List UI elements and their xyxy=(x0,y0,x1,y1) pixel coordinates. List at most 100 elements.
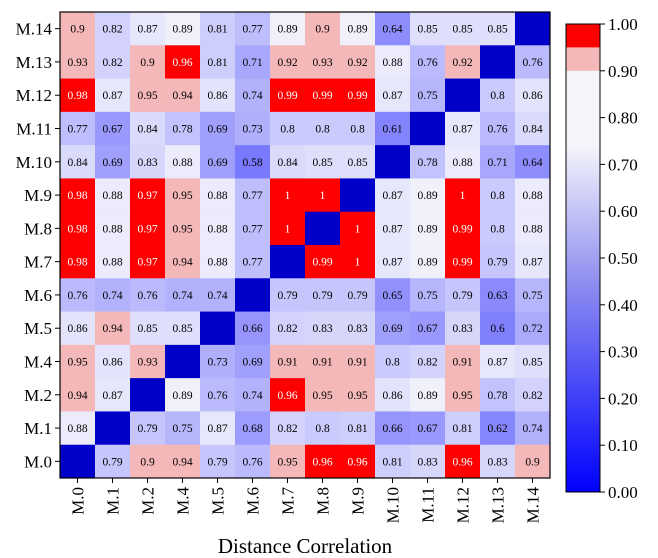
heatmap-cell xyxy=(480,444,516,479)
y-tick-label: M.12 xyxy=(16,86,52,105)
heatmap-cell xyxy=(60,78,96,113)
heatmap-cell xyxy=(480,278,516,312)
heatmap-cell xyxy=(270,411,306,446)
cell-value-label: 0.82 xyxy=(102,24,122,36)
cell-value-label: 0.87 xyxy=(382,257,402,269)
cell-value-label: 0.99 xyxy=(312,90,332,102)
heatmap-cell xyxy=(445,411,481,446)
x-tick-label: M.6 xyxy=(244,487,263,515)
cell-value-label: 0.79 xyxy=(207,456,227,468)
cell-value-label: 0.88 xyxy=(522,223,542,235)
heatmap-cell xyxy=(375,245,411,279)
heatmap-cell xyxy=(305,211,341,246)
heatmap-cell xyxy=(445,245,481,279)
heatmap-cell xyxy=(130,178,166,213)
heatmap-cell xyxy=(445,278,481,312)
cell-value-label: 0.99 xyxy=(452,257,472,269)
heatmap-cell xyxy=(270,311,306,346)
cell-value-label: 0.81 xyxy=(382,456,402,468)
heatmap-cell xyxy=(375,45,411,79)
cell-value-label: 0.62 xyxy=(487,423,507,435)
cell-value-label: 0.99 xyxy=(347,90,367,102)
heatmap-cell xyxy=(305,45,341,79)
heatmap-cell xyxy=(340,211,376,246)
colorbar-tick-label: 0.70 xyxy=(608,155,638,174)
cell-value-label: 0.82 xyxy=(277,423,297,435)
heatmap-cell xyxy=(270,444,306,479)
cell-value-label: 0.76 xyxy=(207,390,227,402)
heatmap-cell xyxy=(515,111,551,146)
heatmap-cell xyxy=(60,245,96,279)
heatmap-cell xyxy=(480,145,516,179)
heatmap-cell xyxy=(410,145,446,179)
heatmap-cell xyxy=(375,12,411,46)
heatmap-cell xyxy=(375,444,411,479)
heatmap-cell xyxy=(95,12,131,46)
cell-value-label: 0.63 xyxy=(487,290,507,302)
y-tick-label: M.5 xyxy=(24,319,52,338)
cell-value-label: 0.94 xyxy=(172,257,192,269)
cell-value-label: 0.6 xyxy=(490,323,505,335)
cell-value-label: 0.93 xyxy=(312,57,332,69)
heatmap-cell xyxy=(165,344,201,379)
cell-value-label: 0.84 xyxy=(522,124,542,136)
cell-value-label: 0.75 xyxy=(417,90,437,102)
cell-value-label: 0.69 xyxy=(382,323,402,335)
heatmap-cell xyxy=(270,178,306,213)
cell-value-label: 0.91 xyxy=(312,357,332,369)
cell-value-label: 0.64 xyxy=(382,24,402,36)
cell-value-label: 0.69 xyxy=(207,124,227,136)
cell-value-label: 0.89 xyxy=(347,24,367,36)
y-tick-label: M.8 xyxy=(24,219,52,238)
heatmap-cell xyxy=(340,145,376,179)
heatmap-cell xyxy=(480,78,516,113)
x-tick-label: M.9 xyxy=(349,487,368,515)
cell-value-label: 0.77 xyxy=(242,223,262,235)
cell-value-label: 0.58 xyxy=(242,157,262,169)
y-tick-label: M.11 xyxy=(16,120,52,139)
cell-value-label: 0.99 xyxy=(277,90,297,102)
heatmap-cell xyxy=(340,344,376,379)
cell-value-label: 0.79 xyxy=(277,290,297,302)
heatmap-cell xyxy=(515,12,551,46)
heatmap-cell xyxy=(375,145,411,179)
y-tick-label: M.2 xyxy=(24,386,52,405)
cell-value-label: 0.85 xyxy=(417,24,437,36)
cell-value-label: 0.67 xyxy=(102,124,122,136)
x-tick-label: M.11 xyxy=(419,487,438,523)
colorbar-tick-label: 1.00 xyxy=(608,15,638,34)
cell-value-label: 0.67 xyxy=(417,323,437,335)
cell-value-label: 0.95 xyxy=(347,390,367,402)
heatmap-cell xyxy=(130,311,166,346)
heatmap-cell xyxy=(270,278,306,312)
cell-value-label: 0.9 xyxy=(525,456,540,468)
cell-value-label: 0.98 xyxy=(67,90,87,102)
heatmap-cell xyxy=(305,178,341,213)
cell-value-label: 0.76 xyxy=(417,57,437,69)
heatmap-cell xyxy=(515,178,551,213)
heatmap-cell xyxy=(165,411,201,446)
cell-value-label: 0.8 xyxy=(280,124,295,136)
y-axis-tick-labels: M.14 M.13 M.12 M.11 M.10 M.9 M.8 M.7 M.6 M.5 M.4 M.… xyxy=(16,20,60,471)
heatmap-cell xyxy=(235,45,271,79)
cell-value-label: 0.8 xyxy=(490,90,505,102)
cell-value-label: 0.97 xyxy=(137,223,157,235)
heatmap-cell xyxy=(60,211,96,246)
heatmap-cell xyxy=(410,211,446,246)
cell-value-label: 0.87 xyxy=(137,24,157,36)
cell-value-label: 0.79 xyxy=(452,290,472,302)
heatmap-cell xyxy=(130,444,166,479)
y-tick-label: M.13 xyxy=(16,53,52,72)
cell-value-label: 0.79 xyxy=(347,290,367,302)
cell-value-label: 1 xyxy=(285,223,291,235)
heatmap-cell xyxy=(60,278,96,312)
cell-value-label: 0.74 xyxy=(242,390,262,402)
heatmap-cell xyxy=(165,245,201,279)
heatmap-cell xyxy=(95,411,131,446)
cell-value-label: 0.88 xyxy=(207,257,227,269)
cell-value-label: 0.89 xyxy=(417,390,437,402)
cell-value-label: 0.99 xyxy=(452,223,472,235)
cell-value-label: 0.68 xyxy=(242,423,262,435)
heatmap-cell xyxy=(200,245,236,279)
y-tick-label: M.6 xyxy=(24,286,52,305)
